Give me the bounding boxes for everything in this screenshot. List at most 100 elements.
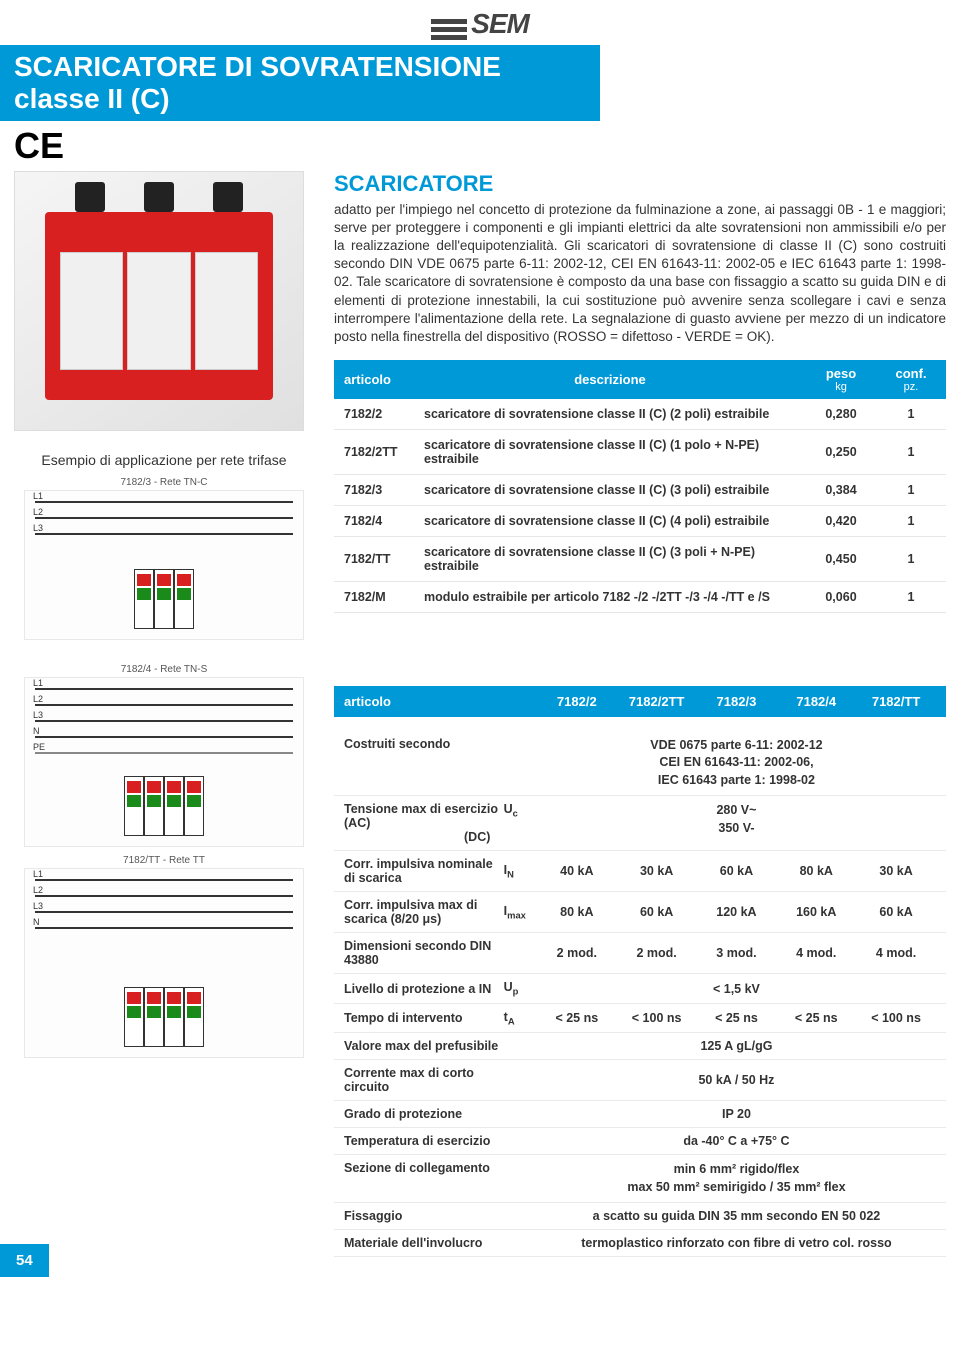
table-row: 7182/TTscaricatore di sovratensione clas… [334, 537, 946, 582]
spec-row: Temperatura di esercizio da -40° C a +75°… [334, 1128, 946, 1155]
cell-weight: 0,060 [806, 582, 876, 613]
cell-code: 7182/M [334, 582, 414, 613]
product-image [14, 171, 304, 431]
spec-row: Sezione di collegamentomin 6 mm² rigido/… [334, 1155, 946, 1203]
logo-stripes-icon [431, 19, 467, 41]
article-table: articolo descrizione pesokg conf.pz. 718… [334, 360, 946, 613]
th-descrizione: descrizione [414, 360, 806, 399]
spec-val: < 1,5 kV [537, 982, 936, 996]
spec-label: Dimensioni secondo DIN 43880 [344, 939, 504, 967]
spec-label: Temperatura di esercizio [344, 1134, 504, 1148]
intro-row: Esempio di applicazione per rete trifase… [0, 171, 960, 646]
product-image-col: Esempio di applicazione per rete trifase… [14, 171, 314, 646]
spec-val: 4 mod. [856, 946, 936, 960]
cell-weight: 0,420 [806, 506, 876, 537]
cell-qty: 1 [876, 537, 946, 582]
spec-val: 60 kA [856, 905, 936, 919]
page-number: 54 [0, 1244, 49, 1277]
spec-val: 120 kA [697, 905, 777, 919]
spec-val: da -40° C a +75° C [537, 1134, 936, 1148]
spec-symbol: tA [504, 1010, 537, 1027]
cell-qty: 1 [876, 430, 946, 475]
spec-row: Dimensioni secondo DIN 43880 2 mod.2 mod.… [334, 933, 946, 974]
spec-label: Costruiti secondo [344, 737, 504, 751]
table-row: 7182/2scaricatore di sovratensione class… [334, 399, 946, 430]
th-articolo: articolo [334, 360, 414, 399]
th-peso: pesokg [806, 360, 876, 399]
spec-val: termoplastico rinforzato con fibre di ve… [537, 1236, 936, 1250]
spec-row: Livello di protezione a INUp< 1,5 kV [334, 974, 946, 1004]
page: SEM SCARICATORE DI SOVRATENSIONE classe … [0, 0, 960, 1277]
spec-val: < 25 ns [776, 1011, 856, 1025]
t2h-c0: 7182/2 [537, 694, 617, 709]
spec-label: Fissaggio [344, 1209, 504, 1223]
cell-code: 7182/2TT [334, 430, 414, 475]
spec-val: 125 A gL/gG [537, 1039, 936, 1053]
spec-val: 280 V~350 V- [537, 802, 936, 837]
spec-row: Materiale dell'involucrotermoplastico ri… [334, 1230, 946, 1257]
cell-code: 7182/3 [334, 475, 414, 506]
spec-row: Costruiti secondoVDE 0675 parte 6-11: 20… [334, 731, 946, 797]
diagram-1-caption: 7182/3 - Rete TN-C [14, 477, 314, 488]
spec-val: 60 kA [617, 905, 697, 919]
cell-qty: 1 [876, 506, 946, 537]
spec-val: 160 kA [776, 905, 856, 919]
spec-val: 50 kA / 50 Hz [537, 1073, 936, 1087]
spec-val: < 100 ns [617, 1011, 697, 1025]
spec-val: 80 kA [776, 864, 856, 878]
spec-row: Corr. impulsiva max di scarica (8/20 μs)… [334, 892, 946, 933]
spec-val: < 100 ns [856, 1011, 936, 1025]
spec-label: Livello di protezione a IN [344, 982, 504, 996]
t2h-lbl: articolo [344, 694, 504, 709]
cell-desc: modulo estraibile per articolo 7182 -/2 … [414, 582, 806, 613]
spec-row: Corrente max di corto circuito50 kA / 50… [334, 1060, 946, 1101]
subtitle: SCARICATORE [334, 171, 946, 197]
spec-val: IP 20 [537, 1107, 936, 1121]
spec-val: 2 mod. [537, 946, 617, 960]
page-title: SCARICATORE DI SOVRATENSIONE classe II (… [0, 45, 600, 121]
diagram-1: L1 L2 L3 [24, 490, 304, 640]
t2h-c4: 7182/TT [856, 694, 936, 709]
product-terminals [55, 182, 263, 212]
cell-desc: scaricatore di sovratensione classe II (… [414, 537, 806, 582]
cell-desc: scaricatore di sovratensione classe II (… [414, 475, 806, 506]
spec-row: Grado di protezioneIP 20 [334, 1101, 946, 1128]
spec-label: Sezione di collegamento [344, 1161, 504, 1175]
spec-symbol: Uc [504, 802, 537, 819]
cell-qty: 1 [876, 475, 946, 506]
cell-qty: 1 [876, 582, 946, 613]
cell-qty: 1 [876, 399, 946, 430]
spec-val: < 25 ns [537, 1011, 617, 1025]
cell-desc: scaricatore di sovratensione classe II (… [414, 506, 806, 537]
table-row: 7182/3scaricatore di sovratensione class… [334, 475, 946, 506]
t2h-c3: 7182/4 [776, 694, 856, 709]
cell-code: 7182/TT [334, 537, 414, 582]
spec-table-col: articolo 7182/2 7182/2TT 7182/3 7182/4 7… [334, 656, 946, 1258]
table-row: 7182/2TTscaricatore di sovratensione cla… [334, 430, 946, 475]
body-text: adatto per l'impiego nel concetto di pro… [334, 201, 946, 347]
t2h-c2: 7182/3 [697, 694, 777, 709]
spec-val: 2 mod. [617, 946, 697, 960]
spec-row: Tensione max di esercizio (AC)(DC)Uc280 … [334, 796, 946, 851]
cell-weight: 0,450 [806, 537, 876, 582]
spec-row: Corr. impulsiva nominale di scaricaIN40 … [334, 851, 946, 892]
diagram-3-caption: 7182/TT - Rete TT [14, 855, 314, 866]
spec-val: 30 kA [617, 864, 697, 878]
diagram-2-caption: 7182/4 - Rete TN-S [14, 664, 314, 675]
cell-weight: 0,280 [806, 399, 876, 430]
lower-section: 7182/4 - Rete TN-S L1 L2 L3 N PE 7182/TT… [0, 656, 960, 1258]
product-labels [60, 252, 258, 370]
table-row: 7182/4scaricatore di sovratensione class… [334, 506, 946, 537]
t2h-c1: 7182/2TT [617, 694, 697, 709]
spec-val: 3 mod. [697, 946, 777, 960]
spec-val: 30 kA [856, 864, 936, 878]
spec-symbol: Imax [504, 904, 537, 921]
spec-val: < 25 ns [697, 1011, 777, 1025]
table-row: 7182/Mmodulo estraibile per articolo 718… [334, 582, 946, 613]
spec-label: Tempo di intervento [344, 1011, 504, 1025]
spec-symbol: IN [504, 863, 537, 880]
th-conf: conf.pz. [876, 360, 946, 399]
spec-val: 80 kA [537, 905, 617, 919]
spec-table-body: Costruiti secondoVDE 0675 parte 6-11: 20… [334, 731, 946, 1258]
ce-mark: CE [0, 121, 960, 171]
